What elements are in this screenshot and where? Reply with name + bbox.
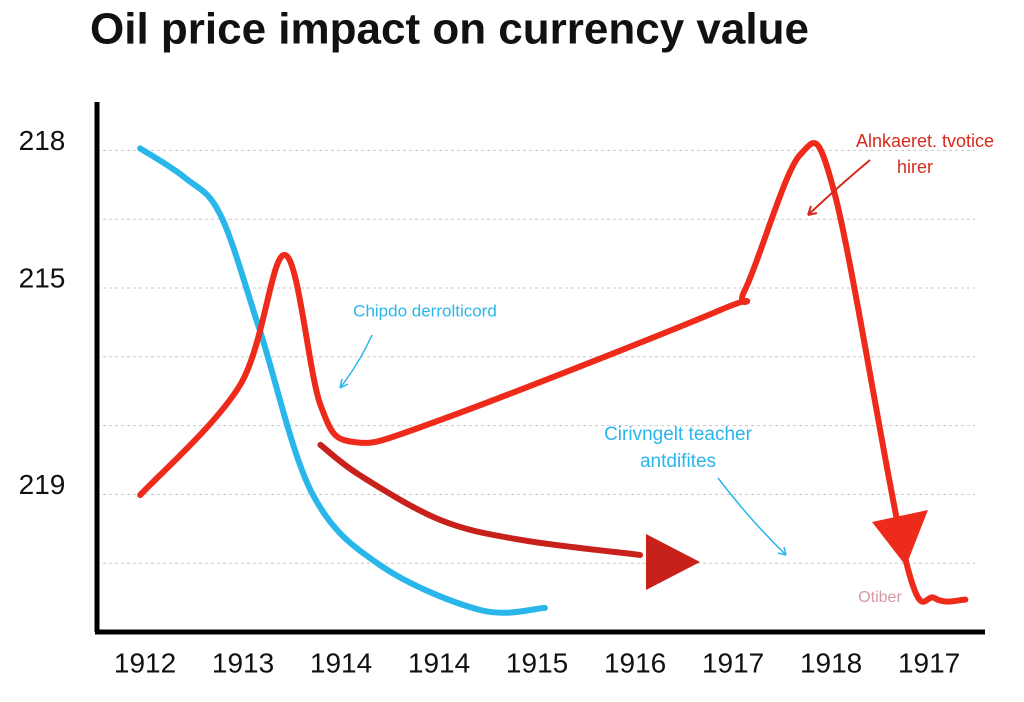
x-tick-label: 1915 (506, 647, 568, 678)
x-tick-label: 1912 (114, 647, 176, 678)
chart-title: Oil price impact on currency value (90, 5, 809, 54)
line (317, 441, 643, 558)
arrowhead (646, 534, 700, 590)
annotation: antdifites (640, 451, 716, 472)
x-tick-label: 1914 (310, 647, 372, 678)
watermark: Otiber (858, 589, 902, 606)
x-tick-label: 1918 (800, 647, 862, 678)
annotation-arrow (807, 159, 871, 216)
annotation: hirer (897, 157, 933, 177)
x-tick-label: 1917 (898, 647, 960, 678)
annotation: Alnkaeret. tvotice (856, 131, 994, 151)
annotation-arrow (807, 205, 818, 216)
annotation: Chipdo derrolticord (353, 301, 497, 320)
y-tick-label: 219 (19, 469, 66, 500)
arrowhead (872, 510, 928, 566)
x-tick-label: 1913 (212, 647, 274, 678)
annotation-arrow (777, 546, 787, 556)
x-tick-label: 1917 (702, 647, 764, 678)
line (137, 140, 969, 605)
y-tick-label: 218 (19, 125, 66, 156)
plot (137, 140, 969, 616)
annotation-arrow (339, 378, 349, 389)
x-tick-label: 1914 (408, 647, 470, 678)
line (137, 145, 548, 616)
x-tick-label: 1916 (604, 647, 666, 678)
annotation: Cirivngelt teacher (604, 424, 753, 445)
y-tick-label: 215 (19, 262, 66, 293)
annotation-arrow (717, 477, 787, 556)
annotation-arrow (339, 334, 373, 389)
